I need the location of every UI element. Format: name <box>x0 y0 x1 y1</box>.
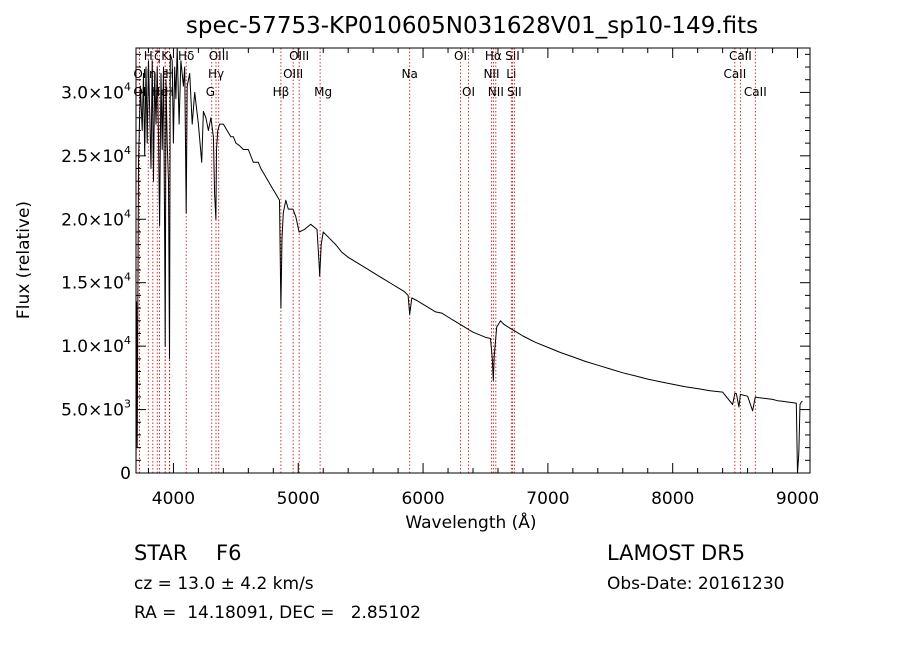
line-marker-label: ζ <box>154 49 161 63</box>
y-tick-label: 1.5×104 <box>61 271 131 294</box>
survey-name: LAMOST DR5 <box>607 541 746 565</box>
redshift-text: cz = 13.0 ± 4.2 km/s <box>134 574 314 594</box>
object-class: STAR <box>134 541 188 565</box>
x-tick-label: 6000 <box>401 489 444 509</box>
y-tick-label: 3.0×104 <box>61 80 131 103</box>
line-marker-label: OIII <box>283 67 303 81</box>
spectrum-series <box>135 47 803 474</box>
x-axis: 4000 5000 6000 7000 8000 9000 <box>147 48 819 509</box>
y-axis-title: Flux (relative) <box>14 201 34 319</box>
coordinates: RA = 14.18091, DEC = 2.85102 <box>134 603 421 623</box>
line-marker-label: H <box>165 85 174 99</box>
obs-date: Obs-Date: 20161230 <box>607 574 785 594</box>
spectrum-line-0 <box>135 47 803 474</box>
x-tick-label: 9000 <box>776 489 819 509</box>
plot-frame <box>135 47 811 474</box>
line-marker-label: H <box>144 49 153 63</box>
x-tick-label: 8000 <box>651 489 694 509</box>
object-subclass: F6 <box>216 541 242 565</box>
line-marker-label: CaII <box>729 49 752 63</box>
line-marker-label: Mg <box>314 85 332 99</box>
line-marker-label: OI <box>454 49 467 63</box>
x-tick-label: 7000 <box>526 489 569 509</box>
x-tick-label: 5000 <box>277 489 320 509</box>
line-marker-label: Hβ <box>273 85 290 99</box>
line-marker-label: NII <box>483 67 499 81</box>
line-marker-label: Hδ <box>178 49 194 63</box>
line-marker-label: G <box>206 85 215 99</box>
line-marker-label: CaII <box>723 67 746 81</box>
x-axis-title: Wavelength (Å) <box>405 511 536 533</box>
line-marker-label: CaII <box>744 85 767 99</box>
chart-title: spec-57753-KP010605N031628V01_sp10-149.f… <box>186 13 758 39</box>
y-tick-label: 1.0×104 <box>61 334 131 357</box>
y-tick-label: 0 <box>120 464 131 484</box>
line-marker-label: NII <box>488 85 504 99</box>
line-marker-label: Li <box>506 67 516 81</box>
y-tick-label: 5.0×103 <box>61 398 131 421</box>
line-marker-label: OIII <box>209 49 229 63</box>
line-marker-label: Hα <box>485 49 502 63</box>
y-tick-label: 2.5×104 <box>61 144 131 167</box>
line-marker-label: η <box>149 67 157 81</box>
line-marker-label: OI <box>462 85 475 99</box>
line-markers: OIIOIIHηζHeKεHHHδGHγOIIIHβOIIIOIIIMgNaOI… <box>133 48 767 473</box>
x-tick-label: 4000 <box>152 489 195 509</box>
line-marker-label: SII <box>507 85 522 99</box>
line-marker-label: Na <box>402 67 418 81</box>
line-marker-label: H <box>165 67 174 81</box>
line-marker-label: K <box>161 49 170 63</box>
line-marker-label: ε <box>162 67 169 81</box>
y-tick-label: 2.0×104 <box>61 207 131 230</box>
line-marker-label: Hγ <box>208 67 224 81</box>
line-marker-label: OIII <box>289 49 309 63</box>
line-marker-label: SII <box>505 49 520 63</box>
y-axis: 0 5.0×103 1.0×104 1.5×104 2.0×104 2.5×104 3.0×… <box>61 53 810 484</box>
